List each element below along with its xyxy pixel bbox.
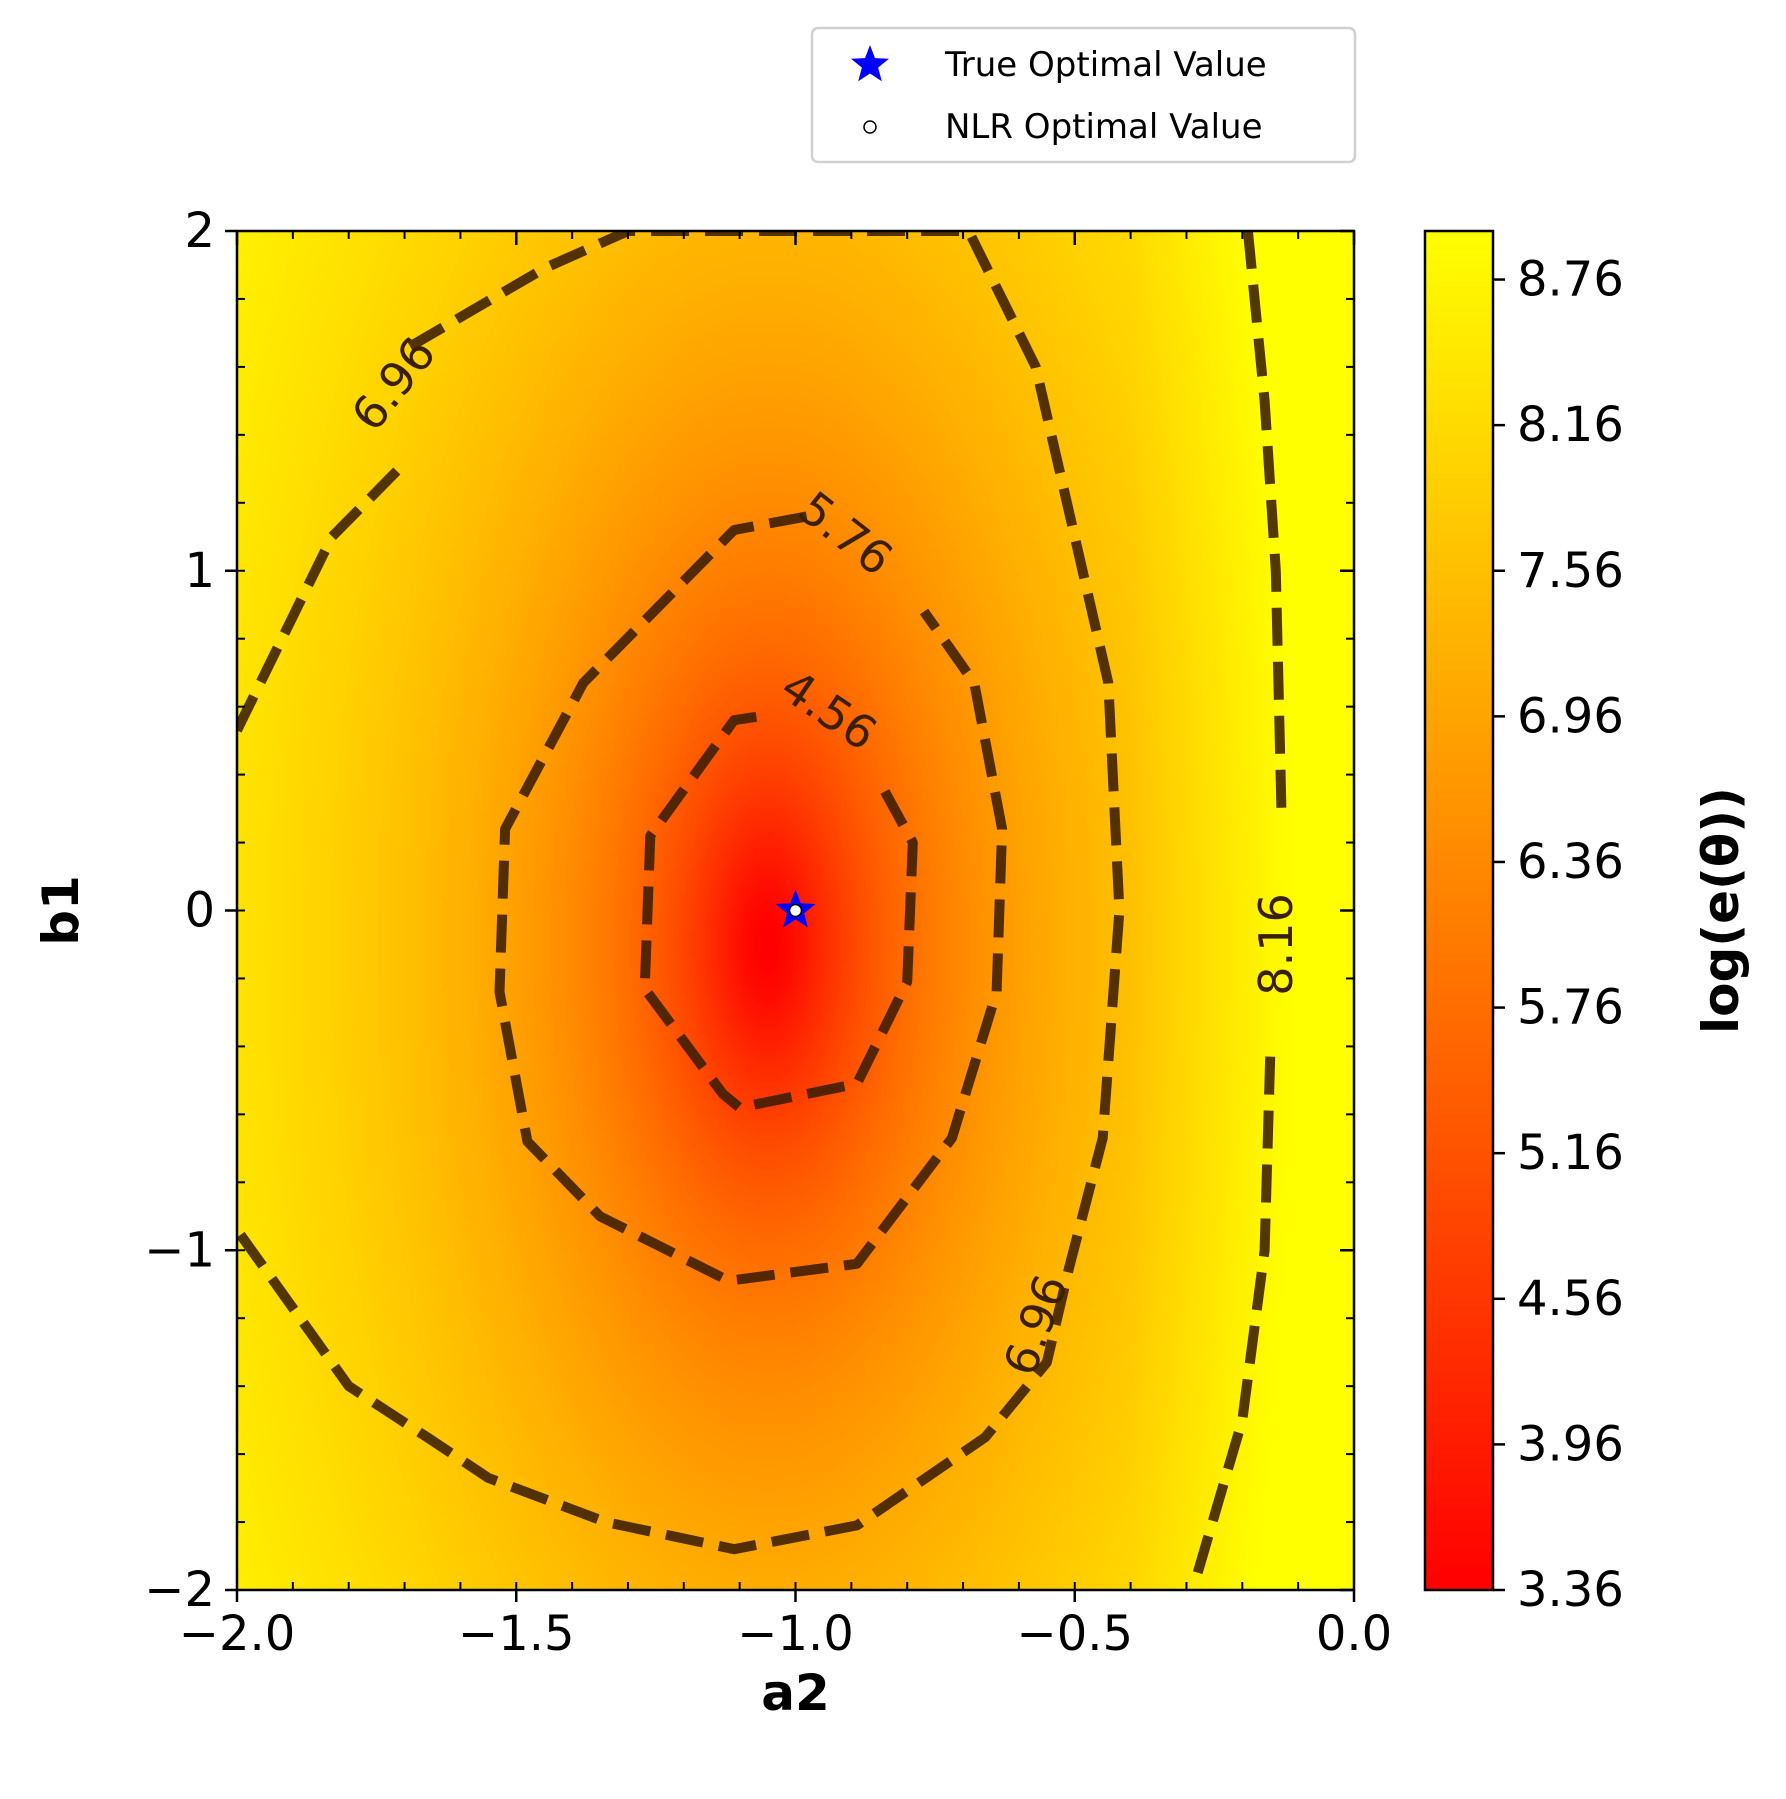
colorbar-label: log(e(θ)) — [1692, 787, 1750, 1034]
legend-label: True Optimal Value — [944, 45, 1267, 85]
contour-lines — [237, 231, 1287, 1575]
contour-label: 8.16 — [1249, 893, 1303, 995]
contour-line-5.76 — [494, 511, 1008, 1286]
y-tick-label: −1 — [144, 1222, 215, 1278]
x-axis-title: a2 — [761, 1664, 830, 1722]
colorbar-tick-label: 3.96 — [1517, 1416, 1624, 1472]
legend-circle-icon — [863, 120, 877, 134]
legend-label: NLR Optimal Value — [945, 107, 1263, 147]
colorbar-tick-label: 5.76 — [1517, 980, 1624, 1036]
optimum-markers — [775, 889, 816, 928]
colorbar-tick-label: 8.16 — [1517, 397, 1624, 453]
legend-box — [810, 26, 1357, 164]
colorbar-tick-label: 4.56 — [1517, 1271, 1624, 1327]
x-tick-label: −1.5 — [458, 1606, 575, 1662]
colorbar-tick-label: 6.96 — [1517, 688, 1624, 744]
x-tick-label: 0.0 — [1316, 1606, 1392, 1662]
contour-line-8.16-segment — [1192, 1056, 1276, 1575]
colorbar-tick-label: 6.36 — [1517, 834, 1624, 890]
contour-line-8.16 — [1242, 231, 1287, 809]
y-axis-title: b1 — [32, 875, 90, 946]
legend: True Optimal Value NLR Optimal Value — [810, 26, 1357, 164]
colorbar-gradient — [1423, 229, 1495, 1592]
contour-line-4.56 — [639, 711, 918, 1113]
y-tick-label: 1 — [184, 543, 215, 599]
colorbar-tick-label: 7.56 — [1517, 543, 1624, 599]
axes: −2.0 −1.5 −1.0 −0.5 0.0 −2 −1 0 1 2 a2 b1 — [32, 203, 1392, 1722]
nlr-optimal-circle — [788, 903, 803, 918]
y-tick-label: 2 — [184, 203, 215, 259]
x-tick-label: −1.0 — [737, 1606, 854, 1662]
x-tick-label: −2.0 — [179, 1606, 296, 1662]
colorbar-tick-label: 5.16 — [1517, 1125, 1624, 1181]
y-tick-label: 0 — [184, 883, 215, 939]
colorbar: 3.36 3.96 4.56 5.16 5.76 6.36 6.96 7.56 8.16 8.76… — [1423, 229, 1750, 1618]
colorbar-tick-label: 8.76 — [1517, 252, 1624, 308]
contour-line-6.96 — [237, 231, 1125, 1555]
y-tick-label: −2 — [144, 1562, 215, 1618]
colorbar-tick-label: 3.36 — [1517, 1562, 1624, 1618]
x-tick-label: −0.5 — [1016, 1606, 1133, 1662]
legend-star-icon — [851, 45, 889, 82]
contour-line-6.96-segment — [237, 465, 403, 733]
